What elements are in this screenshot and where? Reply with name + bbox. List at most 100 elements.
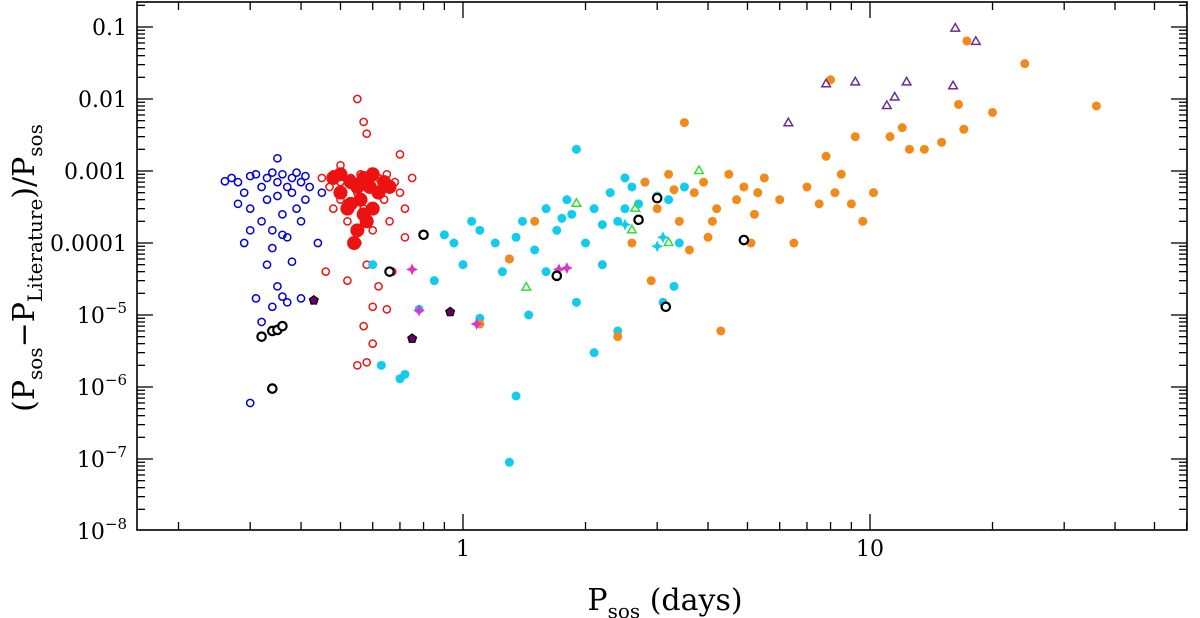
data-point [589, 204, 599, 214]
data-point [954, 99, 964, 109]
data-point [245, 171, 255, 181]
data-point [626, 223, 638, 234]
data-point [371, 185, 386, 200]
data-point [627, 238, 637, 248]
data-point [646, 276, 656, 286]
data-point [362, 357, 372, 367]
data-point [571, 297, 581, 307]
data-point [552, 225, 562, 235]
data-point [511, 391, 521, 401]
data-point [400, 369, 410, 379]
data-point [1091, 101, 1101, 111]
y-tick-label: 10−6 [77, 371, 127, 401]
data-point [400, 204, 410, 213]
data-point [262, 173, 272, 183]
data-point [278, 230, 287, 240]
y-tick-label: 0.01 [78, 88, 127, 113]
data-point [251, 294, 261, 303]
data-point [620, 173, 630, 183]
data-point [511, 232, 521, 242]
y-axis-title: (Psos−PLiterature)/Psos [7, 124, 47, 412]
data-point [305, 182, 315, 192]
data-point [947, 79, 959, 90]
data-point [343, 196, 358, 211]
data-point [629, 202, 641, 212]
data-point [365, 201, 380, 216]
data-point [251, 169, 261, 179]
y-tick-label: 0.1 [92, 16, 127, 41]
data-point [287, 188, 297, 198]
data-point [885, 132, 895, 142]
data-point [308, 294, 319, 305]
data-point [267, 243, 277, 253]
data-point [937, 137, 947, 147]
data-point [560, 262, 573, 274]
data-point [321, 267, 331, 277]
data-point [287, 173, 297, 183]
data-point [368, 339, 378, 349]
data-point [277, 320, 288, 332]
data-point [703, 232, 713, 242]
data-point [301, 171, 310, 181]
data-point [362, 129, 372, 139]
data-point [352, 94, 362, 104]
data-point [821, 151, 831, 161]
data-point [674, 238, 684, 248]
data-point [239, 238, 249, 248]
data-point [458, 260, 468, 270]
data-point [597, 260, 607, 270]
data-point [376, 360, 386, 370]
data-point [520, 281, 532, 291]
data-point [267, 168, 277, 177]
data-point [233, 199, 243, 209]
data-point [368, 225, 378, 235]
data-points [220, 22, 1101, 467]
data-point [347, 236, 362, 250]
data-point [567, 209, 577, 219]
data-point [640, 177, 650, 187]
data-point [333, 167, 348, 182]
data-point [301, 195, 310, 205]
data-point [814, 199, 824, 209]
data-point [716, 326, 726, 336]
data-point [775, 195, 785, 205]
data-point [418, 229, 429, 241]
data-point [820, 77, 832, 88]
data-point [227, 173, 236, 183]
data-point [257, 317, 266, 327]
data-point [738, 234, 750, 246]
data-point [739, 182, 749, 192]
data-point [541, 267, 551, 277]
data-point [350, 223, 365, 238]
data-point [669, 185, 679, 195]
data-point [759, 173, 769, 183]
data-point [651, 192, 663, 204]
data-point [352, 360, 362, 370]
data-point [400, 232, 410, 242]
data-point [889, 90, 901, 101]
data-point [651, 240, 664, 253]
data-point [292, 168, 301, 177]
data-point [395, 188, 405, 198]
data-point [429, 276, 439, 286]
data-point [657, 231, 669, 244]
data-point [278, 209, 287, 219]
data-point [504, 457, 514, 467]
data-point [273, 281, 282, 291]
data-point [988, 107, 998, 117]
data-point [789, 238, 799, 248]
data-point [239, 188, 249, 198]
data-point [581, 238, 591, 248]
data-point [897, 123, 907, 133]
data-point [663, 236, 675, 247]
data-point [407, 173, 417, 183]
data-point [449, 238, 459, 248]
data-point [273, 153, 282, 163]
data-point [970, 35, 982, 46]
data-point [530, 245, 540, 255]
data-point [278, 292, 287, 301]
data-point [802, 182, 812, 192]
data-point [732, 195, 742, 205]
data-point [901, 75, 913, 86]
data-point [850, 132, 860, 142]
